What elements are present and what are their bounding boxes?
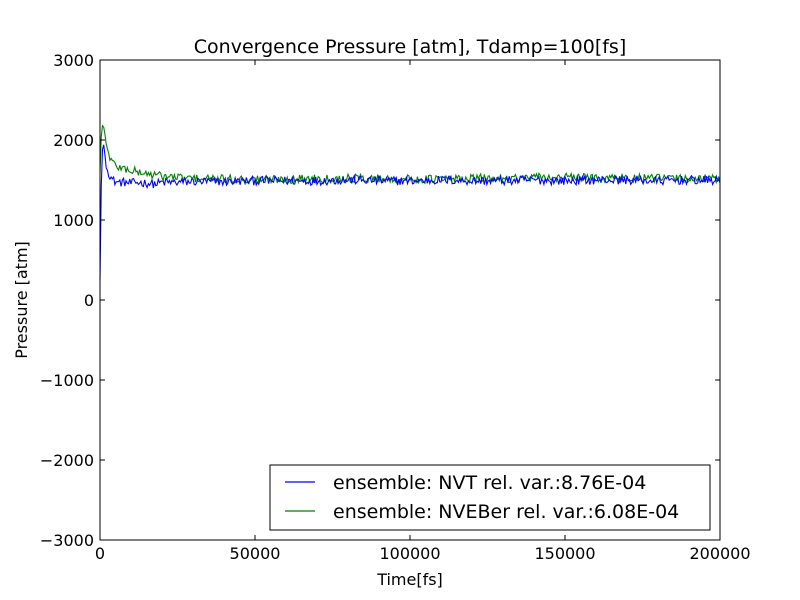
legend-label-nveber: ensemble: NVEBer rel. var.:6.08E-04 (333, 501, 679, 523)
legend-label-nvt: ensemble: NVT rel. var.:8.76E-04 (333, 472, 646, 494)
y-tick-label: −3000 (40, 531, 94, 550)
x-tick-label: 0 (95, 544, 105, 563)
y-tick-label: 0 (84, 291, 94, 310)
y-tick-label: −1000 (40, 371, 94, 390)
legend: ensemble: NVT rel. var.:8.76E-04 ensembl… (269, 464, 711, 531)
y-tick-label: 2000 (53, 131, 94, 150)
series-layer (99, 124, 721, 281)
series-line-nveber (99, 124, 721, 185)
ticks-layer: 0 50000 100000 150000 200000 −3000 −2000 −1000 0… (40, 51, 751, 563)
x-tick-label: 100000 (379, 544, 440, 563)
y-tick-label: 3000 (53, 51, 94, 70)
x-tick-label: 200000 (689, 544, 750, 563)
chart-title: Convergence Pressure [atm], Tdamp=100[fs… (194, 36, 626, 58)
legend-box (269, 464, 711, 531)
x-axis-label: Time[fs] (376, 570, 443, 589)
x-tick-label: 150000 (534, 544, 595, 563)
y-tick-label: 1000 (53, 211, 94, 230)
series-line-nvt (99, 144, 721, 281)
x-tick-label: 50000 (230, 544, 281, 563)
y-tick-label: −2000 (40, 451, 94, 470)
y-axis-label: Pressure [atm] (12, 241, 31, 359)
